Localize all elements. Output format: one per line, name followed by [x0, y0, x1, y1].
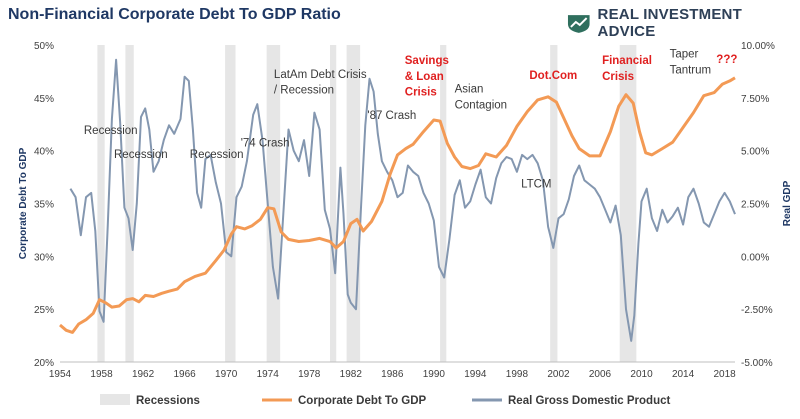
annotation-label: Taper [670, 49, 699, 61]
y-right-axis-title: Real GDP [782, 180, 793, 226]
y-right-tick-label: 0.00% [741, 252, 769, 263]
recession-band [330, 45, 337, 362]
recession-band [125, 45, 134, 362]
recession-band [440, 45, 447, 362]
x-tick-label: 2010 [630, 369, 653, 380]
annotation-label: ??? [716, 54, 737, 66]
x-tick-label: 1982 [340, 369, 363, 380]
y-right-tick-label: 10.00% [741, 41, 775, 52]
recession-band [97, 45, 105, 362]
annotation-label: Recession [114, 149, 168, 161]
y-left-axis-title: Corporate Debt To GDP [18, 147, 29, 259]
annotation-label: Dot.Com [529, 70, 577, 82]
x-tick-label: 1954 [49, 369, 72, 380]
legend-label: Real Gross Domestic Product [508, 395, 670, 407]
y-left-tick-label: 45% [34, 94, 54, 105]
x-tick-label: 2014 [672, 369, 695, 380]
y-left-tick-label: 30% [34, 252, 54, 263]
x-tick-label: 2018 [713, 369, 736, 380]
y-right-tick-label: -2.50% [741, 305, 773, 316]
y-left-tick-label: 40% [34, 147, 54, 158]
y-left-tick-label: 35% [34, 200, 54, 211]
annotation-label: '87 Crash [367, 110, 416, 122]
x-tick-label: 2006 [589, 369, 612, 380]
legend-label: Corporate Debt To GDP [298, 395, 427, 407]
recession-bands [97, 45, 637, 362]
x-tick-label: 1958 [90, 369, 113, 380]
x-tick-label: 2002 [547, 369, 570, 380]
annotation-label: '74 Crash [241, 137, 290, 149]
y-right-tick-label: -5.00% [741, 358, 773, 369]
y-left-tick-label: 50% [34, 41, 54, 52]
brand-logo: REAL INVESTMENT ADVICE [566, 6, 800, 40]
shield-chart-icon [567, 15, 590, 33]
x-tick-label: 1990 [423, 369, 446, 380]
corporate-debt-line [59, 76, 736, 334]
legend: Recessions Corporate Debt To GDP Real Gros… [100, 394, 670, 407]
x-tick-label: 1986 [381, 369, 404, 380]
x-tick-label: 1962 [132, 369, 155, 380]
legend-swatch-recessions [100, 394, 130, 405]
x-tick-label: 1966 [173, 369, 196, 380]
x-tick-label: 1978 [298, 369, 321, 380]
y-right-tick-label: 5.00% [741, 147, 769, 158]
annotation-label: Financial [602, 55, 652, 67]
series-lines [59, 58, 736, 342]
legend-label: Recessions [136, 395, 200, 407]
annotation-label: Savings [405, 55, 449, 67]
annotation-label: Asian [455, 84, 484, 96]
recession-band [225, 45, 236, 362]
annotation-label: Recession [84, 125, 138, 137]
annotation-label: Tantrum [670, 65, 712, 77]
annotation-label: LatAm Debt Crisis [274, 69, 367, 81]
chart-title: Non-Financial Corporate Debt To GDP Rati… [8, 6, 341, 23]
y-right-tick-label: 2.50% [741, 200, 769, 211]
annotation-label: & Loan [405, 71, 444, 83]
annotation-label: Contagion [455, 99, 507, 111]
annotation-label: / Recession [274, 85, 334, 97]
y-left-tick-label: 20% [34, 358, 54, 369]
x-tick-label: 1994 [464, 369, 487, 380]
recession-band [346, 45, 361, 362]
x-tick-label: 1970 [215, 369, 238, 380]
annotation-label: Crisis [405, 87, 437, 99]
x-tick-label: 1974 [257, 369, 280, 380]
axes: 1954 1958 1962 1966 1970 1974 1978 1982 1986 1990… [18, 41, 793, 380]
recession-band [550, 45, 558, 362]
recession-band [266, 45, 281, 362]
x-tick-label: 1998 [506, 369, 529, 380]
brand-name: REAL INVESTMENT ADVICE [597, 6, 742, 40]
annotation-label: Crisis [602, 71, 634, 83]
annotation-label: LTCM [521, 179, 551, 191]
annotation-label: Recession [190, 149, 244, 161]
y-right-tick-label: 7.50% [741, 94, 769, 105]
y-left-tick-label: 25% [34, 305, 54, 316]
